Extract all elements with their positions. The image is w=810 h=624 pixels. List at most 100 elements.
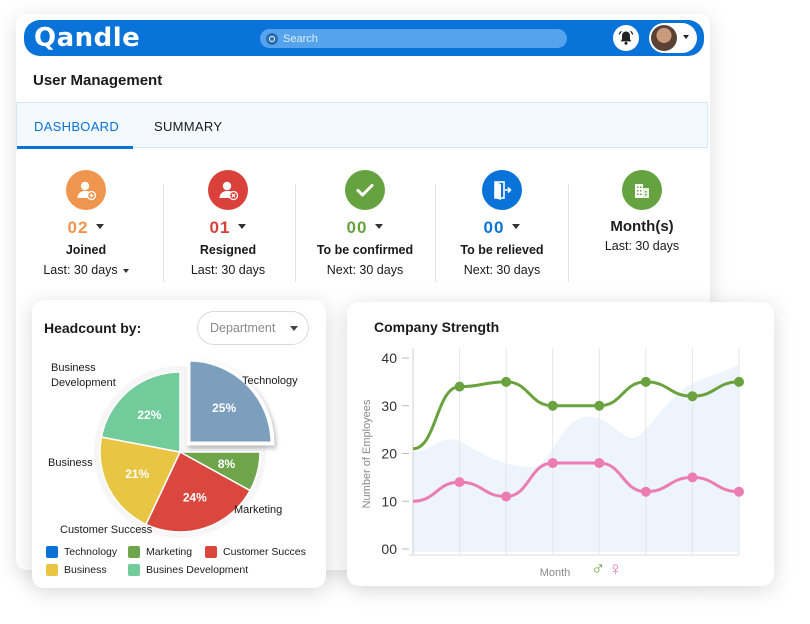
pie-slice-business[interactable] [99, 436, 182, 526]
stat-confirmed-value: 00 [346, 218, 368, 237]
data-point[interactable] [454, 477, 465, 488]
legend-item-technology: Technology [46, 546, 117, 558]
legend-swatch [128, 546, 140, 558]
data-point[interactable] [734, 486, 744, 497]
user-add-icon [66, 170, 106, 210]
user-menu[interactable] [649, 23, 697, 53]
data-point[interactable] [640, 486, 651, 497]
stat-resigned-label: Resigned [199, 243, 257, 257]
stat-months-period: Last: 30 days [604, 239, 680, 253]
chevron-down-icon[interactable] [96, 224, 105, 230]
divider [295, 184, 296, 282]
department-select[interactable]: Department [197, 311, 309, 345]
data-point[interactable] [594, 400, 605, 411]
avatar[interactable] [651, 25, 677, 51]
chevron-down-icon[interactable] [683, 35, 689, 39]
legend-swatch [46, 564, 58, 576]
legend-label: Marketing [146, 546, 193, 558]
gender-filter[interactable]: ♂ ♀ [591, 560, 623, 579]
notifications-button[interactable] [613, 25, 639, 51]
stat-to-be-relieved[interactable]: 00 To be relieved Next: 30 days [432, 170, 572, 277]
headcount-pie-chart: 25% 8% 24% 21% 22% Technology Business Developm… [48, 357, 298, 538]
y-tick-label: 20 [381, 446, 397, 462]
tab-dashboard[interactable]: DASHBOARD [34, 119, 120, 134]
department-select-value: Department [210, 321, 276, 335]
legend-label: Customer Succes [223, 546, 306, 558]
pie-value-label: 21% [125, 467, 149, 481]
y-tick-label: 30 [381, 398, 397, 414]
pie-slice-customer-success[interactable] [144, 450, 252, 533]
legend-item-customer-success: Customer Succes [205, 546, 306, 558]
stat-relieved-period: Next: 30 days [463, 263, 541, 277]
stat-resigned-value: 01 [209, 218, 231, 237]
pie-category-label: Marketing [234, 504, 282, 516]
pie-category-label: Customer Success [60, 524, 153, 536]
stat-confirmed-period: Next: 30 days [326, 263, 404, 277]
page-title: User Management [33, 72, 163, 89]
data-point[interactable] [640, 376, 651, 387]
pie-value-label: 8% [218, 457, 236, 471]
legend-item-business: Business [46, 564, 107, 576]
stat-joined-period[interactable]: Last: 30 days [43, 263, 118, 277]
pie-category-label: Business [51, 362, 96, 374]
company-strength-card: 00 10 20 30 40 Number of Employees Month Compa… [347, 302, 774, 586]
legend-label: Busines Development [146, 564, 249, 576]
user-remove-icon [208, 170, 248, 210]
stat-resigned-period: Last: 30 days [190, 263, 266, 277]
pie-value-label: 22% [137, 408, 161, 422]
legend-swatch [128, 564, 140, 576]
chevron-down-icon[interactable] [122, 268, 129, 273]
y-tick-label: 10 [381, 493, 397, 509]
stat-months-label: Month(s) [610, 218, 674, 235]
data-point[interactable] [547, 458, 558, 469]
stat-joined-label: Joined [65, 243, 107, 257]
data-point[interactable] [501, 491, 512, 502]
stat-to-be-confirmed[interactable]: 00 To be confirmed Next: 30 days [295, 170, 435, 277]
active-tab-indicator [17, 146, 133, 149]
pie-slice-business-development[interactable] [100, 371, 181, 453]
stat-confirmed-label: To be confirmed [316, 243, 414, 257]
app-logo[interactable]: Qandle [34, 23, 141, 53]
pie-value-label: 24% [183, 491, 207, 505]
pie-category-label: Business [48, 457, 93, 469]
data-point[interactable] [454, 381, 465, 392]
stat-resigned[interactable]: 01 Resigned Last: 30 days [158, 170, 298, 277]
chevron-down-icon[interactable] [512, 224, 521, 230]
female-icon[interactable]: ♀ [608, 559, 623, 580]
bell-icon [618, 30, 634, 45]
data-point[interactable] [734, 376, 744, 387]
legend-item-business-development: Busines Development [128, 564, 248, 576]
tab-bar: DASHBOARD SUMMARY [16, 102, 708, 149]
stat-relieved-label: To be relieved [460, 243, 544, 257]
search-bar[interactable] [260, 29, 567, 48]
headcount-title: Headcount by: [44, 320, 142, 336]
pie-slice-technology[interactable] [186, 357, 275, 446]
company-strength-line-chart: 00 10 20 30 40 Number of Employees Month [361, 348, 744, 579]
divider [568, 184, 569, 282]
chart-background-area [413, 364, 739, 552]
data-point[interactable] [687, 391, 698, 402]
search-input[interactable] [283, 32, 543, 45]
legend-label: Technology [64, 546, 118, 558]
stat-joined[interactable]: 02 Joined Last: 30 days [16, 170, 156, 277]
legend-label: Business [64, 564, 107, 576]
divider [163, 184, 164, 282]
male-icon[interactable]: ♂ [591, 559, 606, 580]
data-point[interactable] [501, 376, 512, 387]
top-navigation-bar: Qandle [24, 20, 704, 56]
tab-summary[interactable]: SUMMARY [154, 119, 223, 134]
y-tick-label: 00 [381, 541, 397, 557]
stat-months[interactable]: Month(s) Last: 30 days [572, 170, 710, 253]
chevron-down-icon[interactable] [375, 224, 384, 230]
data-point[interactable] [594, 458, 605, 469]
data-point[interactable] [687, 472, 698, 483]
search-icon [266, 32, 278, 45]
data-point[interactable] [547, 400, 558, 411]
buildings-icon [622, 170, 662, 210]
pie-category-label: Technology [242, 375, 298, 387]
divider [435, 184, 436, 282]
chevron-down-icon[interactable] [238, 224, 247, 230]
y-axis-label: Number of Employees [361, 399, 373, 508]
stat-joined-value: 02 [67, 218, 89, 237]
pie-category-label: Development [51, 377, 116, 389]
